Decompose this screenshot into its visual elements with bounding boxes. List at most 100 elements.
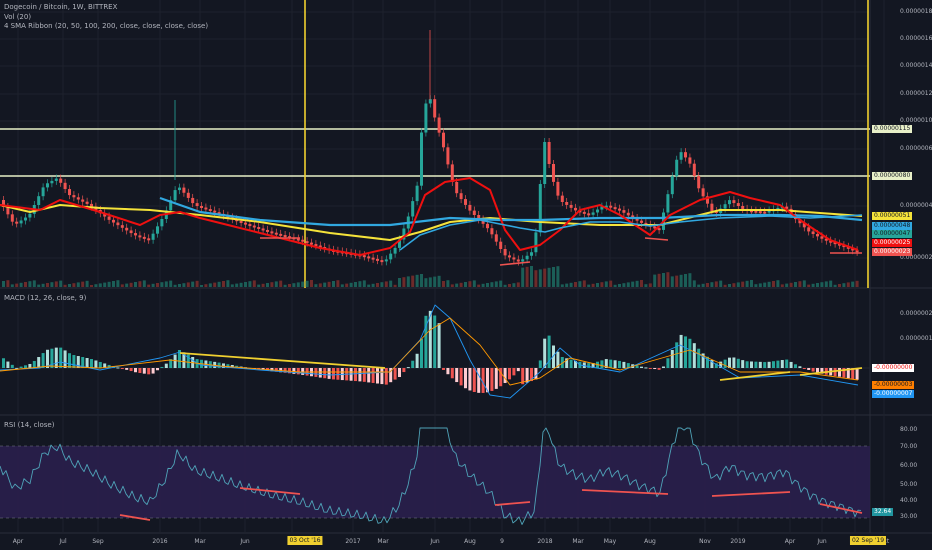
macd-histogram-bar	[776, 360, 780, 368]
macd-histogram-bar	[178, 350, 181, 368]
macd-histogram-bar	[767, 361, 771, 368]
macd-histogram-bar	[151, 368, 155, 374]
volume-bar	[76, 282, 80, 287]
candle	[508, 255, 511, 258]
candle	[244, 222, 247, 225]
macd-histogram-bar	[732, 357, 736, 368]
candle	[270, 231, 274, 234]
volume-bar	[754, 284, 758, 287]
volume-bar	[530, 266, 533, 287]
volume-bar	[120, 284, 124, 287]
candle	[455, 182, 459, 194]
candle	[125, 227, 129, 231]
volume-label: Vol (20)	[4, 13, 32, 21]
volume-bar	[358, 281, 362, 287]
volume-bar	[376, 283, 379, 287]
candle	[279, 233, 283, 236]
volume-bar	[274, 281, 278, 287]
candle	[217, 212, 221, 215]
macd-histogram-bar	[565, 358, 569, 368]
candle	[499, 241, 503, 249]
volume-bar	[662, 273, 665, 287]
volume-bar	[349, 282, 353, 287]
macd-histogram-bar	[46, 349, 49, 368]
macd-histogram-bar	[842, 368, 846, 378]
candle	[472, 210, 476, 215]
x-tick: Jun	[430, 538, 440, 545]
volume-bar	[169, 280, 173, 287]
macd-histogram-bar	[301, 368, 305, 375]
volume-bar	[54, 281, 58, 287]
x-tick: Sep	[92, 538, 104, 545]
macd-histogram-bar	[758, 361, 762, 368]
volume-bar	[398, 278, 401, 287]
volume-bar	[296, 282, 300, 287]
volume-bar	[340, 284, 344, 287]
sma-50-line	[0, 204, 863, 241]
macd-histogram-bar	[490, 368, 494, 391]
rsi-trendline	[239, 487, 301, 495]
macd-histogram-bar	[68, 353, 71, 368]
macd-histogram-bar	[670, 350, 674, 368]
volume-bar	[24, 282, 27, 287]
x-tick: 2017	[345, 538, 361, 545]
candle	[182, 187, 186, 193]
macd-histogram-bar	[173, 354, 177, 368]
macd-histogram-bar	[442, 368, 445, 370]
volume-bar	[574, 282, 577, 287]
macd-histogram-bar	[424, 315, 428, 368]
volume-bar	[90, 285, 93, 287]
volume-bar	[72, 283, 76, 287]
candle	[855, 250, 859, 253]
candle	[169, 200, 173, 211]
macd-histogram-bar	[406, 367, 410, 369]
candle	[824, 238, 828, 241]
volume-bar	[706, 283, 709, 287]
volume-bar	[314, 284, 318, 287]
volume-bar	[618, 284, 621, 287]
macd-signal-line	[0, 317, 859, 386]
candle	[134, 233, 137, 236]
macd-histogram-bar	[574, 360, 577, 368]
volume-bar	[648, 283, 652, 287]
date-badge: 03 Oct '16	[287, 536, 323, 545]
candle	[657, 228, 661, 231]
candle	[609, 205, 613, 208]
macd-histogram-bar	[226, 364, 230, 368]
macd-histogram-bar	[402, 368, 406, 373]
macd-histogram-bar	[635, 365, 639, 368]
volume-bar	[138, 281, 142, 287]
candle	[433, 99, 437, 118]
volume-bar	[587, 284, 591, 287]
macd-histogram-bar	[327, 368, 331, 379]
candle	[481, 219, 485, 224]
macd-histogram-bar	[433, 315, 437, 368]
candle	[846, 246, 850, 249]
candle	[191, 197, 195, 204]
candle	[393, 247, 397, 254]
volume-bar	[156, 283, 159, 287]
macd-histogram-bar	[618, 360, 621, 368]
macd-histogram-bar	[314, 368, 318, 377]
macd-histogram-bar	[794, 364, 797, 368]
volume-bar	[596, 283, 599, 287]
candle	[310, 242, 313, 245]
macd-histogram-bar	[10, 364, 14, 368]
volume-bar	[288, 284, 291, 287]
macd-histogram-bar	[855, 368, 859, 380]
candle	[565, 202, 569, 205]
macd-histogram-bar	[653, 368, 657, 370]
volume-bar	[15, 283, 19, 287]
macd-histogram-bar	[76, 356, 80, 368]
macd-histogram-bar	[455, 368, 459, 383]
candle	[2, 200, 5, 207]
price-badge: 0.00000115	[872, 125, 913, 133]
rsi-label: RSI (14, close)	[4, 421, 55, 429]
volume-bar	[125, 283, 129, 287]
x-tick: Aug	[464, 538, 476, 545]
candle	[437, 117, 441, 133]
macd-histogram-bar	[283, 368, 287, 373]
x-tick: Jun	[817, 538, 827, 545]
